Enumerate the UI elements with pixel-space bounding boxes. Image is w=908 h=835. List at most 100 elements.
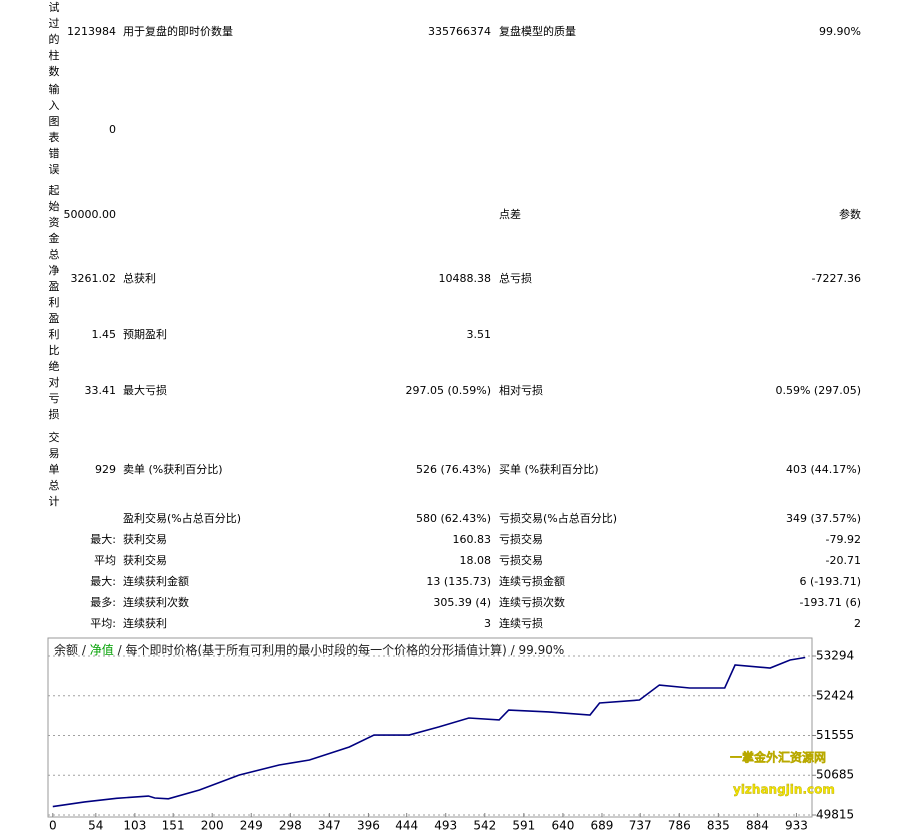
cell-name1: 连续获利次数	[123, 596, 189, 609]
cell-value2: 99.90%	[819, 25, 861, 38]
cell-value: 0	[109, 123, 116, 136]
cell-value2: -193.71 (6)	[799, 596, 861, 609]
cell-name2: 亏损交易	[499, 554, 543, 567]
chart-frame	[47, 637, 813, 818]
cell-name2: 复盘模型的质量	[499, 25, 576, 38]
cell-value: 33.41	[84, 384, 117, 397]
cell-value2: 0.59% (297.05)	[775, 384, 861, 397]
cell-value2: 6 (-193.71)	[799, 575, 861, 588]
balance-line	[52, 656, 806, 808]
x-tick-label: 689	[591, 819, 614, 833]
cell-name1: 获利交易	[123, 533, 167, 546]
cell-value2: -79.92	[825, 533, 861, 546]
cell-value: 50000.00	[63, 208, 117, 221]
y-tick-label: 49815	[816, 807, 854, 821]
x-tick-label: 444	[395, 819, 418, 833]
cell-label: 平均	[94, 554, 116, 567]
row-group-label: 起始资金	[48, 184, 60, 245]
cell-value1: 18.08	[459, 554, 492, 567]
cell-name1: 总获利	[123, 272, 156, 285]
title-separator: /	[511, 643, 516, 657]
x-tick-label: 835	[707, 819, 730, 833]
cell-name2: 相对亏损	[499, 384, 543, 397]
cell-name2: 连续亏损金额	[499, 575, 565, 588]
cell-value: 1.45	[91, 328, 117, 341]
cell-name1: 用于复盘的即时价数量	[123, 25, 233, 38]
cell-name2: 连续亏损	[499, 617, 543, 630]
cell-label: 最大:	[90, 533, 116, 546]
cell-value1: 335766374	[428, 25, 491, 38]
cell-value1: 10488.38	[438, 272, 492, 285]
row-group-label: 绝对亏损	[48, 360, 60, 421]
legend-entry: 余额	[54, 642, 78, 657]
row-group-label: 交易单总计	[48, 431, 60, 508]
cell-value1: 3	[484, 617, 491, 630]
row-group-label: 输入图表错误	[48, 83, 60, 176]
cell-value1: 580 (62.43%)	[415, 512, 491, 525]
y-tick-label: 51555	[816, 728, 854, 742]
model-quality: 99.90%	[519, 643, 565, 657]
x-tick-label: 249	[240, 819, 263, 833]
cell-label: 最大:	[90, 575, 116, 588]
cell-name1: 预期盈利	[123, 328, 167, 341]
cell-label: 最多:	[90, 596, 116, 609]
watermark-site: yizhangjin.com	[733, 783, 835, 797]
x-tick-label: 933	[785, 819, 808, 833]
cell-value: 3261.02	[70, 272, 117, 285]
cell-name2: 点差	[499, 208, 521, 221]
x-tick-label: 737	[629, 819, 652, 833]
x-tick-label: 884	[746, 819, 769, 833]
watermark-title: 一掌金外汇资源网	[730, 750, 826, 765]
cell-name1: 连续获利	[123, 617, 167, 630]
cell-value1: 160.83	[452, 533, 492, 546]
chart-title: 余额 / 净值 / 每个即时价格(基于所有可利用的最小时段的每一个价格的分形插值…	[54, 642, 564, 657]
x-tick-label: 54	[88, 819, 103, 833]
legend-entry: 净值	[90, 642, 114, 657]
cell-value2: 参数	[839, 208, 861, 221]
title-separator: /	[118, 643, 123, 657]
cell-name2: 亏损交易	[499, 533, 543, 546]
x-tick-label: 298	[279, 819, 302, 833]
cell-label: 平均:	[90, 617, 116, 630]
cell-value1: 297.05 (0.59%)	[405, 384, 491, 397]
cell-name1: 获利交易	[123, 554, 167, 567]
title-separator: /	[82, 643, 87, 657]
cell-value2: 349 (37.57%)	[785, 512, 861, 525]
x-tick-label: 542	[473, 819, 496, 833]
x-tick-label: 591	[512, 819, 535, 833]
cell-value: 1213984	[67, 25, 116, 38]
x-tick-label: 0	[49, 819, 57, 833]
cell-name2: 亏损交易(%占总百分比)	[499, 512, 618, 525]
x-tick-label: 103	[123, 819, 146, 833]
x-tick-label: 640	[551, 819, 574, 833]
cell-value2: 403 (44.17%)	[785, 463, 861, 476]
cell-value1: 305.39 (4)	[433, 596, 491, 609]
cell-value2: -7227.36	[811, 272, 861, 285]
y-tick-label: 50685	[816, 768, 854, 782]
x-tick-label: 151	[162, 819, 185, 833]
row-group-label: 总净盈利	[48, 248, 60, 309]
cell-name2: 连续亏损次数	[499, 596, 565, 609]
cell-value: 929	[95, 463, 116, 476]
cell-name1: 连续获利金额	[123, 575, 189, 588]
x-tick-label: 786	[668, 819, 691, 833]
x-tick-label: 396	[357, 819, 380, 833]
cell-name2: 买单 (%获利百分比)	[499, 463, 599, 476]
cell-name1: 盈利交易(%占总百分比)	[123, 512, 242, 525]
x-tick-label: 347	[318, 819, 341, 833]
cell-value1: 526 (76.43%)	[415, 463, 491, 476]
cell-name2: 总亏损	[499, 272, 532, 285]
cell-value1: 3.51	[466, 328, 492, 341]
x-tick-label: 200	[201, 819, 224, 833]
cell-name1: 最大亏损	[123, 384, 167, 397]
x-tick-label: 493	[434, 819, 457, 833]
y-tick-label: 52424	[816, 688, 854, 702]
y-tick-label: 53294	[816, 648, 854, 662]
cell-name1: 卖单 (%获利百分比)	[123, 463, 223, 476]
row-group-label: 测试过的柱数	[48, 1, 60, 78]
cell-value1: 13 (135.73)	[426, 575, 491, 588]
cell-value2: -20.71	[825, 554, 861, 567]
chart-subtitle: 每个即时价格(基于所有可利用的最小时段的每一个价格的分形插值计算)	[125, 642, 506, 657]
